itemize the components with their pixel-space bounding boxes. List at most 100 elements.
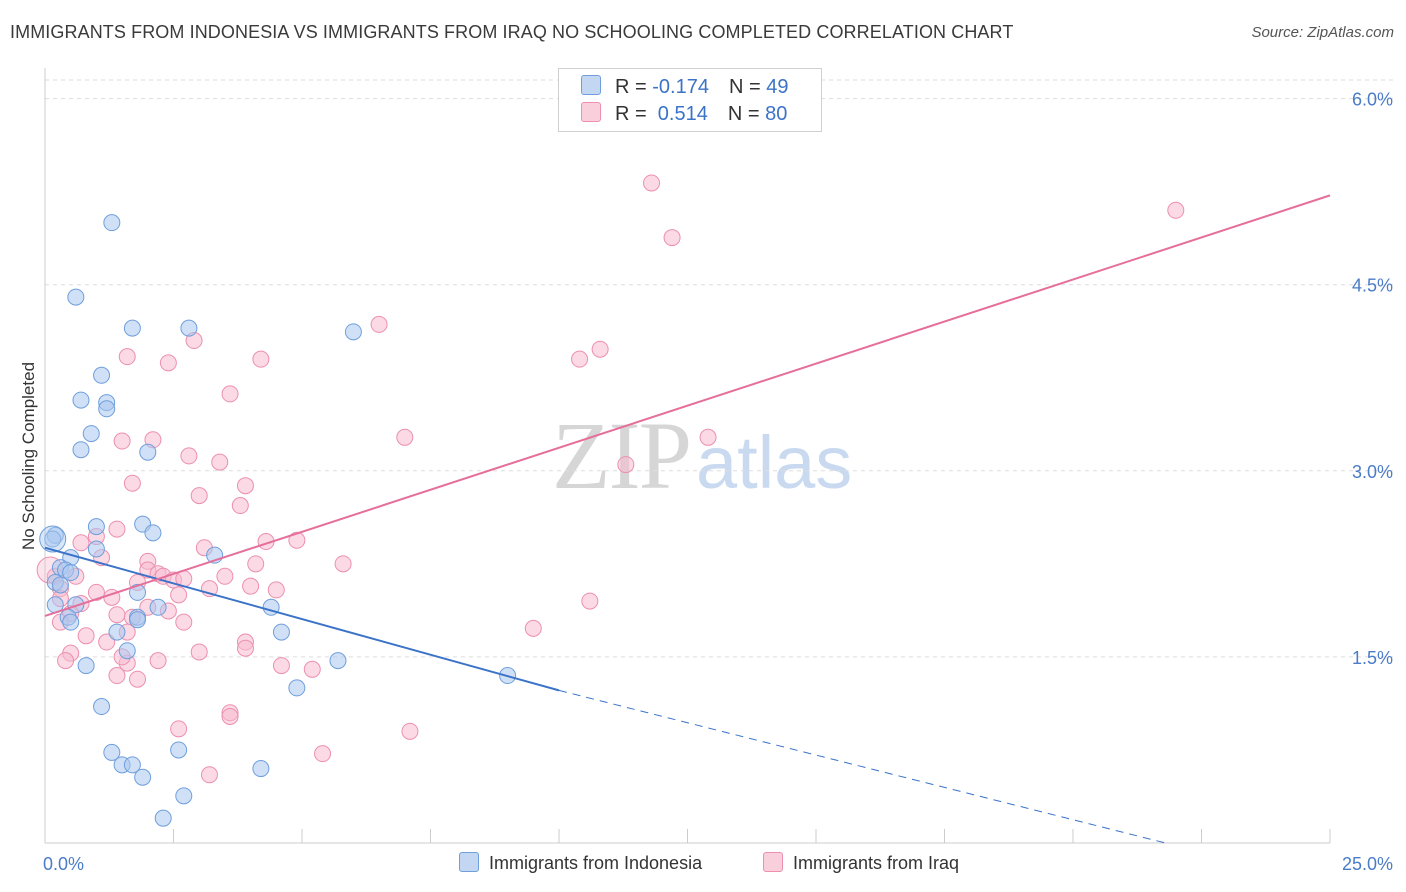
iraq-point (191, 488, 207, 504)
indonesia-point (345, 324, 361, 340)
iraq-point (572, 351, 588, 367)
indonesia-point (145, 525, 161, 541)
y-tick-label: 3.0% (1352, 462, 1393, 482)
iraq-point (592, 341, 608, 357)
indonesia-point (99, 401, 115, 417)
indonesia-point (94, 699, 110, 715)
indonesia-point (181, 320, 197, 336)
iraq-point (124, 475, 140, 491)
iraq-point (237, 640, 253, 656)
iraq-point (402, 723, 418, 739)
correlation-legend: R = -0.174 N = 49 R = 0.514 N = 80 (558, 68, 822, 132)
iraq-point (525, 620, 541, 636)
iraq-point (397, 429, 413, 445)
indonesia-point (330, 653, 346, 669)
bottom-legend-iraq-label: Immigrants from Iraq (793, 853, 959, 873)
iraq-point (201, 767, 217, 783)
iraq-point (150, 653, 166, 669)
iraq-point (248, 556, 264, 572)
scatter-chart: No Schooling Completed 1.5%3.0%4.5%6.0%0… (0, 0, 1406, 892)
iraq-point (58, 653, 74, 669)
iraq-point (109, 521, 125, 537)
indonesia-point (150, 599, 166, 615)
iraq-point (644, 175, 660, 191)
indonesia-point (253, 761, 269, 777)
iraq-point (222, 708, 238, 724)
iraq-point (315, 746, 331, 762)
iraq-point (618, 457, 634, 473)
legend-r-label: R = (615, 76, 652, 98)
trend-layer (45, 195, 1330, 843)
indonesia-point (88, 519, 104, 535)
iraq-point (73, 535, 89, 551)
indonesia-point (78, 658, 94, 674)
y-tick-label: 1.5% (1352, 648, 1393, 668)
iraq-point (191, 644, 207, 660)
indonesia-swatch (459, 852, 479, 872)
axis-layer (45, 68, 1330, 843)
iraq-trend-line (45, 195, 1330, 616)
indonesia-point (88, 541, 104, 557)
indonesia-points (40, 215, 516, 827)
indonesia-point (273, 624, 289, 640)
indonesia-point (155, 810, 171, 826)
iraq-point (114, 433, 130, 449)
legend-row-indonesia: R = -0.174 N = 49 (581, 75, 788, 101)
iraq-swatch (581, 102, 601, 122)
iraq-point (181, 448, 197, 464)
iraq-point (171, 587, 187, 603)
x-tick-label: 0.0% (43, 854, 84, 874)
indonesia-trend-extension (559, 690, 1166, 843)
indonesia-point (176, 788, 192, 804)
iraq-point (243, 578, 259, 594)
iraq-points (37, 175, 1184, 783)
legend-r-value: -0.174 (652, 76, 709, 98)
iraq-point (217, 568, 233, 584)
iraq-point (232, 498, 248, 514)
x-tick-label: 25.0% (1342, 854, 1393, 874)
indonesia-point (130, 612, 146, 628)
iraq-point (273, 658, 289, 674)
iraq-point (222, 386, 238, 402)
iraq-swatch (763, 852, 783, 872)
iraq-point (335, 556, 351, 572)
indonesia-point (109, 624, 125, 640)
iraq-point (119, 349, 135, 365)
iraq-point (78, 628, 94, 644)
iraq-point (212, 454, 228, 470)
y-axis-label: No Schooling Completed (19, 362, 38, 550)
indonesia-point (171, 742, 187, 758)
indonesia-point (40, 526, 66, 552)
iraq-point (268, 582, 284, 598)
indonesia-point (289, 680, 305, 696)
indonesia-point (104, 215, 120, 231)
iraq-point (160, 355, 176, 371)
iraq-point (109, 607, 125, 623)
iraq-point (109, 668, 125, 684)
indonesia-point (73, 442, 89, 458)
indonesia-point (135, 769, 151, 785)
iraq-point (304, 661, 320, 677)
bottom-legend-indonesia-label: Immigrants from Indonesia (489, 853, 702, 873)
bottom-legend-indonesia: Immigrants from Indonesia (459, 852, 702, 876)
legend-r-label: R = (615, 103, 652, 125)
iraq-point (371, 316, 387, 332)
indonesia-point (52, 577, 68, 593)
iraq-point (582, 593, 598, 609)
legend-n-label: N = (729, 76, 766, 98)
legend-n-value: 49 (766, 76, 788, 98)
iraq-point (664, 230, 680, 246)
indonesia-point (63, 614, 79, 630)
bottom-legend-iraq: Immigrants from Iraq (763, 852, 959, 876)
indonesia-point (94, 367, 110, 383)
indonesia-point (124, 320, 140, 336)
iraq-point (130, 671, 146, 687)
y-tick-label: 4.5% (1352, 276, 1393, 296)
indonesia-point (73, 392, 89, 408)
indonesia-point (140, 444, 156, 460)
legend-row-iraq: R = 0.514 N = 80 (581, 102, 787, 128)
iraq-point (253, 351, 269, 367)
indonesia-point (68, 289, 84, 305)
iraq-point (237, 478, 253, 494)
legend-n-value: 80 (765, 103, 787, 125)
